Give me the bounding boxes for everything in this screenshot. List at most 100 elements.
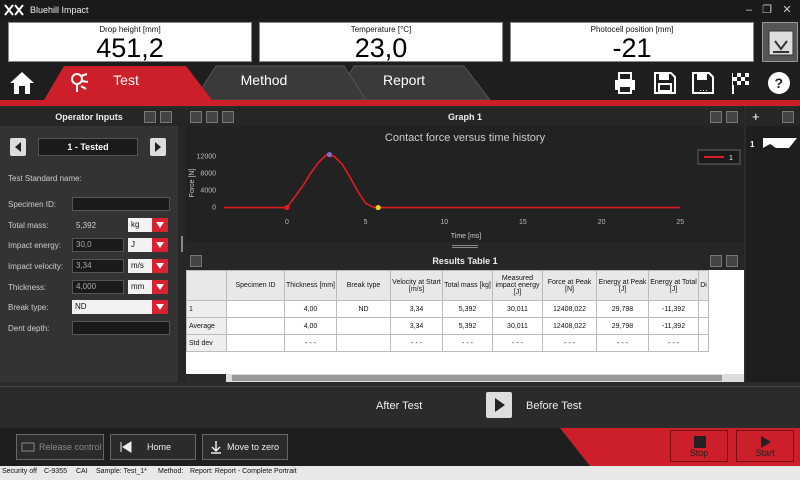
expand-icon[interactable] — [710, 111, 722, 123]
column-header[interactable]: Velocity at Start [m/s] — [390, 270, 443, 301]
table-cell: 4,00 — [284, 300, 337, 318]
start-button[interactable]: Start — [736, 430, 794, 462]
move-down-icon — [211, 441, 221, 454]
thickness-unit-dropdown[interactable] — [152, 280, 168, 294]
menu-icon[interactable] — [782, 111, 794, 123]
results-table-panel: Results Table 1 Specimen ID Thickness [mm… — [186, 252, 744, 382]
series-line-1 — [224, 154, 681, 209]
left-splitter[interactable] — [178, 108, 186, 382]
restore-icon[interactable]: ❐ — [762, 4, 772, 16]
specimen-id-input[interactable] — [72, 197, 170, 211]
marker-point[interactable] — [375, 204, 381, 211]
temperature-readout[interactable]: Temperature [°C] 23,0 — [259, 22, 503, 62]
graph-table-splitter[interactable] — [186, 242, 744, 252]
save-as-icon[interactable]: … — [690, 70, 716, 96]
table-row[interactable]: Average 4,00 3,34 5,392 30,011 12408,022 29,79… — [186, 317, 709, 335]
start-label: Start — [755, 448, 775, 458]
specimen-thumbnail-icon[interactable] — [762, 136, 798, 150]
live-readouts: Drop height [mm] 451,2 Temperature [°C] … — [0, 20, 800, 64]
column-header[interactable]: Energy at Total [J] — [648, 270, 699, 301]
table-cell — [698, 334, 709, 352]
readout-value: 23,0 — [354, 33, 408, 63]
stop-button[interactable]: Stop — [670, 430, 728, 462]
add-icon[interactable]: + — [752, 109, 760, 124]
minimize-icon[interactable]: – — [745, 4, 753, 16]
move-to-zero-button[interactable]: Move to zero — [202, 434, 288, 460]
impact-velocity-unit-dropdown[interactable] — [152, 259, 168, 273]
column-header[interactable]: Measured impact energy [J] — [492, 270, 543, 301]
impact-energy-input[interactable]: 30,0 — [72, 238, 124, 252]
y-tick-label: 4000 — [200, 187, 216, 194]
column-header[interactable]: Force at Peak [N] — [542, 270, 597, 301]
dent-depth-input[interactable] — [72, 321, 170, 335]
play-step-button[interactable] — [486, 392, 512, 418]
marker-point[interactable] — [284, 204, 290, 211]
y-axis-label: Force [N] — [189, 169, 196, 198]
column-header[interactable]: Di — [698, 270, 709, 301]
release-control-button[interactable]: Release control — [16, 434, 104, 460]
x-axis-label: Time [ms] — [451, 233, 482, 240]
force-time-chart[interactable]: Contact force versus time history Force … — [186, 126, 744, 242]
tab-method[interactable]: Method — [240, 72, 288, 88]
break-type-select[interactable]: ND — [72, 300, 152, 314]
print-icon[interactable] — [612, 70, 638, 96]
edit-pencil-icon[interactable] — [190, 255, 202, 267]
finish-flag-icon[interactable] — [728, 70, 754, 96]
tab-test[interactable]: Test — [113, 72, 139, 88]
readout-config-button[interactable] — [762, 22, 798, 62]
close-icon[interactable]: ✕ — [782, 4, 792, 16]
table-cell — [226, 334, 285, 352]
break-type-dropdown[interactable] — [152, 300, 168, 314]
column-header[interactable] — [186, 270, 227, 301]
edit-pencil-icon[interactable] — [190, 111, 202, 123]
impact-velocity-input[interactable]: 3,34 — [72, 259, 124, 273]
horizontal-scrollbar[interactable] — [226, 374, 744, 382]
home-button[interactable]: Home — [110, 434, 196, 460]
table-cell: 1 — [186, 300, 227, 318]
table-cell: - - - — [648, 334, 699, 352]
impact-energy-unit-dropdown[interactable] — [152, 238, 168, 252]
tab-report[interactable]: Report — [382, 72, 426, 88]
specimen-list-item-number[interactable]: 1 — [750, 140, 755, 149]
test-navigation-bar: After Test Before Test — [0, 386, 800, 426]
table-cell: 3,34 — [390, 317, 443, 335]
column-header[interactable]: Total mass [kg] — [442, 270, 493, 301]
expand-icon[interactable] — [710, 255, 722, 267]
stop-label: Stop — [689, 448, 709, 458]
pan-icon[interactable] — [206, 111, 218, 123]
column-header[interactable]: Energy at Peak [J] — [596, 270, 649, 301]
menu-icon[interactable] — [160, 111, 172, 123]
table-cell — [226, 317, 285, 335]
total-mass-unit-dropdown[interactable] — [152, 218, 168, 232]
panel-title: Operator Inputs — [55, 112, 123, 122]
y-tick-label: 8000 — [200, 170, 216, 177]
column-header[interactable]: Thickness [mm] — [284, 270, 337, 301]
previous-specimen-button[interactable] — [10, 138, 26, 156]
save-icon[interactable] — [652, 70, 678, 96]
release-icon — [21, 442, 35, 452]
report-status: Report: Report - Complete Portrait — [190, 468, 297, 475]
impact-velocity-unit: m/s — [128, 259, 152, 273]
drop-height-readout[interactable]: Drop height [mm] 451,2 — [8, 22, 252, 62]
arrow-left-icon — [15, 142, 21, 152]
table-cell: 29,798 — [596, 317, 649, 335]
marker-point[interactable] — [326, 151, 333, 158]
specimen-selector[interactable]: 1 - Tested — [38, 138, 138, 156]
menu-icon[interactable] — [726, 111, 738, 123]
next-specimen-button[interactable] — [150, 138, 166, 156]
total-mass-label: Total mass: — [8, 221, 49, 230]
table-cell: -11,392 — [648, 317, 699, 335]
table-cell: ND — [336, 300, 391, 318]
help-icon[interactable]: ? — [766, 70, 792, 96]
thickness-input[interactable]: 4,000 — [72, 280, 124, 294]
table-row[interactable]: 1 4,00 ND 3,34 5,392 30,011 12408,022 29,798 -11… — [186, 300, 709, 318]
photocell-position-readout[interactable]: Photocell position [mm] -21 — [510, 22, 754, 62]
home-icon[interactable] — [8, 70, 36, 96]
menu-icon[interactable] — [726, 255, 738, 267]
axis-icon[interactable] — [222, 111, 234, 123]
column-header[interactable]: Break type — [336, 270, 391, 301]
readout-value: -21 — [612, 33, 652, 63]
table-row[interactable]: Std dev - - -- - -- - -- - -- - -- - -- -… — [186, 334, 709, 352]
expand-icon[interactable] — [144, 111, 156, 123]
column-header[interactable]: Specimen ID — [226, 270, 285, 301]
